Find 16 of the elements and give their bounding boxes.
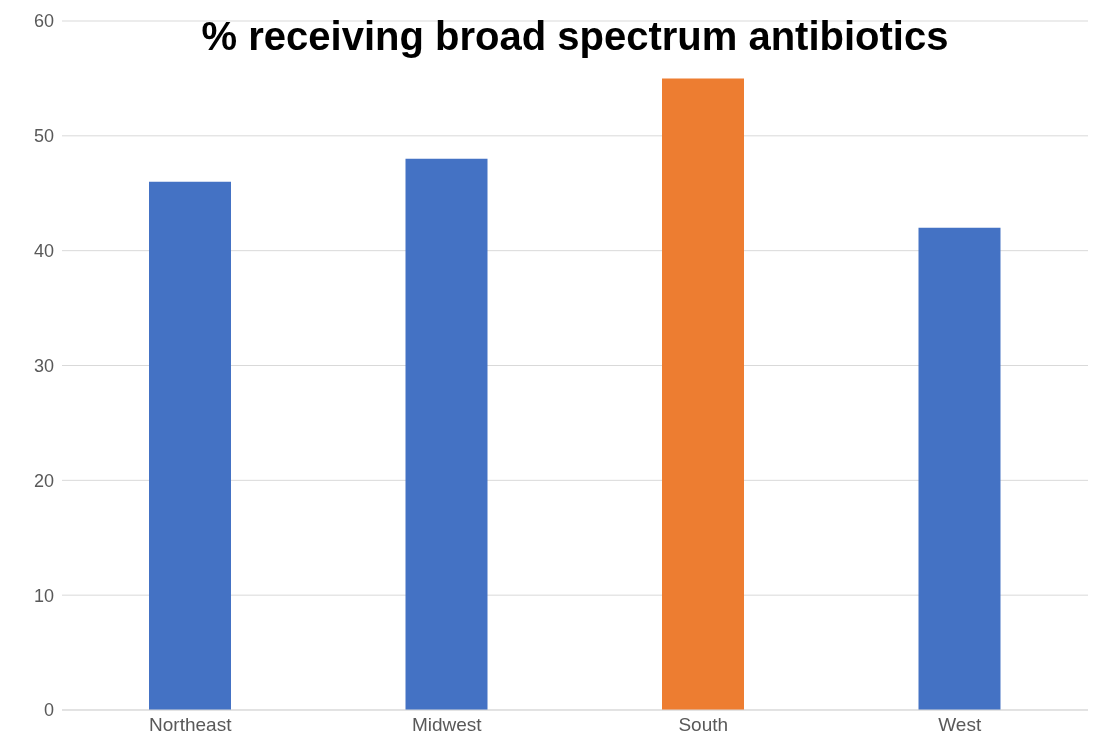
x-tick-label: South [678,714,729,736]
y-tick-label: 50 [33,126,54,147]
y-tick-label: 60 [33,11,54,32]
x-tick-label: Northeast [149,714,233,736]
bar [405,158,488,710]
y-tick-label: 40 [33,241,54,262]
x-tick-label: Midwest [411,714,483,736]
x-tick-label: West [938,714,982,736]
bar [662,78,744,710]
y-tick-label: 20 [33,470,54,491]
chart-title: % receiving broad spectrum antibiotics [200,14,950,59]
y-tick-label: 30 [33,355,54,376]
y-tick-label: 0 [43,700,54,721]
y-tick-label: 10 [33,585,54,606]
bar [149,181,231,710]
bar [918,227,1001,710]
